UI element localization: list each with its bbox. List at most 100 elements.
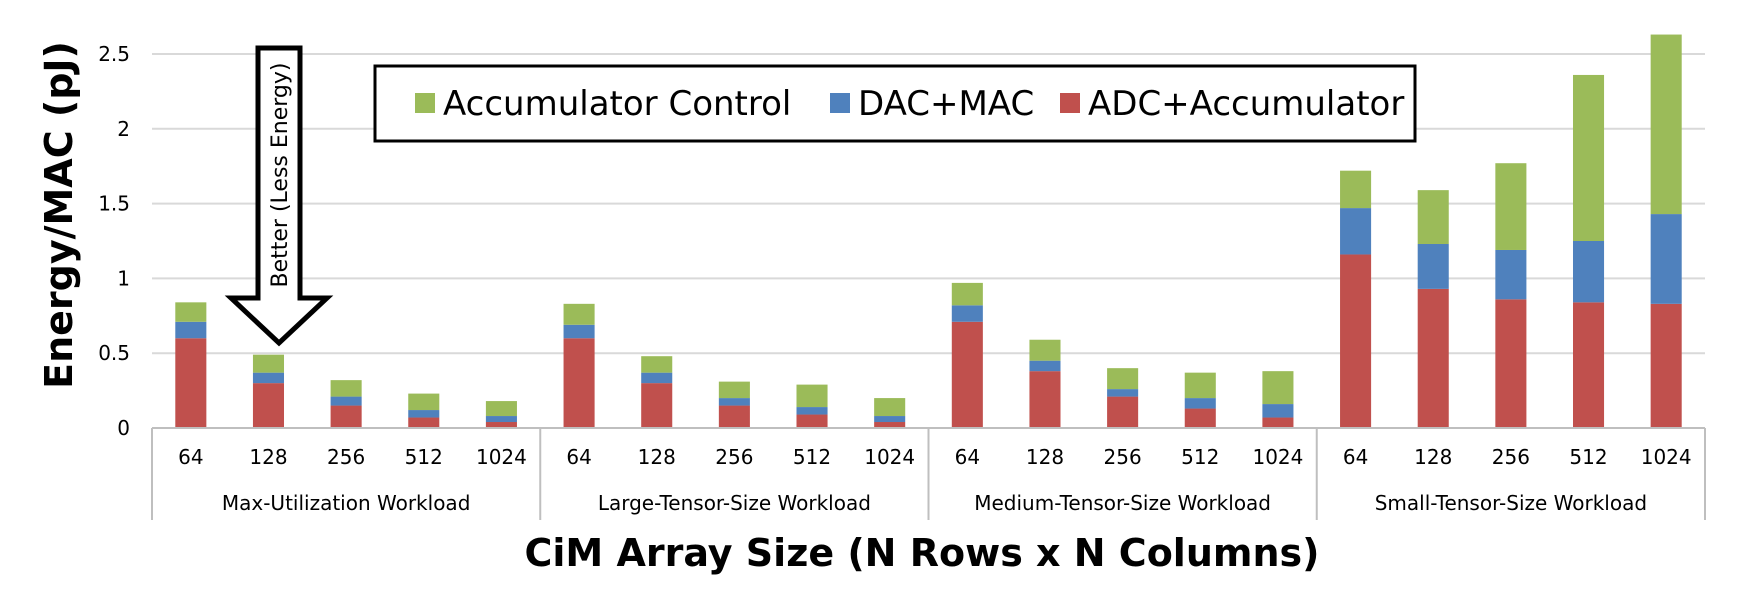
bar-segment-accumulator-control: [1340, 170, 1372, 209]
x-tick-label: 256: [1492, 445, 1530, 469]
bar-segment-adc-accumulator: [1340, 254, 1372, 428]
bar-segment-adc-accumulator: [874, 422, 906, 428]
x-tick-label: 256: [327, 445, 365, 469]
legend-box: [373, 64, 1417, 143]
x-tick-label: 1024: [864, 445, 915, 469]
bar-segment-dac-mac: [951, 305, 983, 322]
bar-segment-accumulator-control: [408, 393, 440, 411]
bar-segment-adc-accumulator: [951, 321, 983, 428]
bar-segment-adc-accumulator: [796, 414, 828, 428]
y-axis-title: Energy/MAC (pJ): [37, 41, 81, 389]
x-tick-label: 1024: [476, 445, 527, 469]
x-tick-label: 128: [249, 445, 287, 469]
x-tick-label: 256: [715, 445, 753, 469]
bar-segment-dac-mac: [1029, 360, 1061, 372]
arrow-label: Better (Less Energy): [268, 63, 293, 288]
x-tick-label: 64: [178, 445, 203, 469]
bar-segment-dac-mac: [1340, 208, 1372, 255]
bar-segment-dac-mac: [252, 372, 285, 384]
legend-swatch-accumulator-control: [415, 93, 435, 113]
bar-segment-dac-mac: [563, 324, 595, 339]
bar-segment-adc-accumulator: [1262, 417, 1294, 428]
y-tick-label: 1.5: [98, 192, 130, 216]
bar-segment-adc-accumulator: [252, 383, 285, 428]
legend-label-dac-mac: DAC+MAC: [858, 84, 1034, 124]
axes: 00.511.522.564 128 256 512 1024Max-Utilizati…: [98, 42, 1706, 520]
bar-segment-dac-mac: [718, 398, 750, 406]
legend: Accumulator Control DAC+MAC ADC+Accumula…: [373, 64, 1417, 143]
bar-segment-adc-accumulator: [408, 417, 440, 428]
x-tick-label: 512: [405, 445, 443, 469]
bar-segment-accumulator-control: [1107, 368, 1139, 390]
y-tick-label: 2.5: [98, 42, 130, 66]
bar-segment-adc-accumulator: [175, 338, 207, 428]
x-tick-label: 1024: [1252, 445, 1303, 469]
bar-segment-adc-accumulator: [485, 422, 517, 428]
y-tick-label: 1: [117, 266, 130, 290]
bars: [175, 34, 1682, 428]
bar-segment-accumulator-control: [1184, 372, 1216, 399]
group-label: Small-Tensor-Size Workload: [1375, 491, 1647, 515]
bar-segment-accumulator-control: [175, 302, 207, 322]
bar-segment-accumulator-control: [1650, 34, 1682, 215]
bar-segment-adc-accumulator: [1572, 302, 1605, 428]
bar-segment-adc-accumulator: [1495, 299, 1527, 428]
bar-segment-accumulator-control: [252, 354, 285, 373]
bar-segment-accumulator-control: [1029, 339, 1061, 361]
x-tick-label: 512: [1569, 445, 1607, 469]
bar-segment-dac-mac: [796, 407, 828, 415]
bar-segment-dac-mac: [1495, 249, 1527, 300]
x-tick-label: 512: [793, 445, 831, 469]
bar-segment-dac-mac: [641, 372, 673, 384]
bar-segment-adc-accumulator: [330, 405, 362, 428]
bar-segment-accumulator-control: [1417, 190, 1449, 244]
y-tick-label: 2: [117, 117, 130, 141]
bar-segment-accumulator-control: [1572, 74, 1605, 241]
x-tick-label: 128: [1414, 445, 1452, 469]
bar-segment-adc-accumulator: [1417, 288, 1449, 428]
x-tick-label: 1024: [1641, 445, 1692, 469]
bar-segment-adc-accumulator: [718, 405, 750, 428]
better-arrow-annotation: Better (Less Energy): [224, 45, 334, 347]
bar-segment-dac-mac: [874, 416, 906, 423]
legend-label-accumulator-control: Accumulator Control: [443, 84, 791, 124]
bar-segment-accumulator-control: [1262, 371, 1294, 405]
x-axis-title: CiM Array Size (N Rows x N Columns): [524, 531, 1319, 575]
x-tick-label: 128: [638, 445, 676, 469]
bar-segment-accumulator-control: [796, 384, 828, 408]
group-label: Large-Tensor-Size Workload: [598, 491, 871, 515]
bar-segment-adc-accumulator: [1650, 303, 1682, 428]
bar-segment-dac-mac: [1107, 389, 1139, 397]
bar-segment-accumulator-control: [718, 381, 750, 399]
bar-segment-accumulator-control: [563, 303, 595, 325]
group-label: Max-Utilization Workload: [222, 491, 471, 515]
bar-segment-adc-accumulator: [641, 383, 673, 428]
bar-segment-dac-mac: [408, 410, 440, 418]
bar-segment-dac-mac: [1184, 398, 1216, 409]
down-arrow-icon: [224, 45, 334, 347]
bar-segment-dac-mac: [1650, 214, 1682, 304]
bar-segment-adc-accumulator: [1184, 408, 1216, 428]
bar-segment-accumulator-control: [641, 356, 673, 373]
legend-swatch-dac-mac: [830, 93, 850, 113]
legend-label-adc-accumulator: ADC+Accumulator: [1088, 84, 1404, 124]
bar-segment-dac-mac: [1417, 243, 1449, 289]
group-label: Medium-Tensor-Size Workload: [974, 491, 1271, 515]
bar-segment-adc-accumulator: [1029, 371, 1061, 428]
bar-segment-adc-accumulator: [1107, 396, 1139, 428]
legend-swatch-adc-accumulator: [1060, 93, 1080, 113]
bar-segment-adc-accumulator: [563, 338, 595, 428]
bar-segment-dac-mac: [330, 396, 362, 406]
bar-segment-dac-mac: [485, 416, 517, 423]
x-tick-label: 128: [1026, 445, 1064, 469]
bar-segment-accumulator-control: [1495, 163, 1527, 250]
bar-segment-dac-mac: [175, 321, 207, 339]
x-tick-label: 256: [1104, 445, 1142, 469]
x-tick-label: 64: [955, 445, 980, 469]
bar-segment-accumulator-control: [485, 401, 517, 417]
x-tick-label: 512: [1181, 445, 1219, 469]
y-tick-label: 0: [117, 416, 130, 440]
x-tick-label: 64: [1343, 445, 1368, 469]
bar-segment-accumulator-control: [874, 398, 906, 417]
